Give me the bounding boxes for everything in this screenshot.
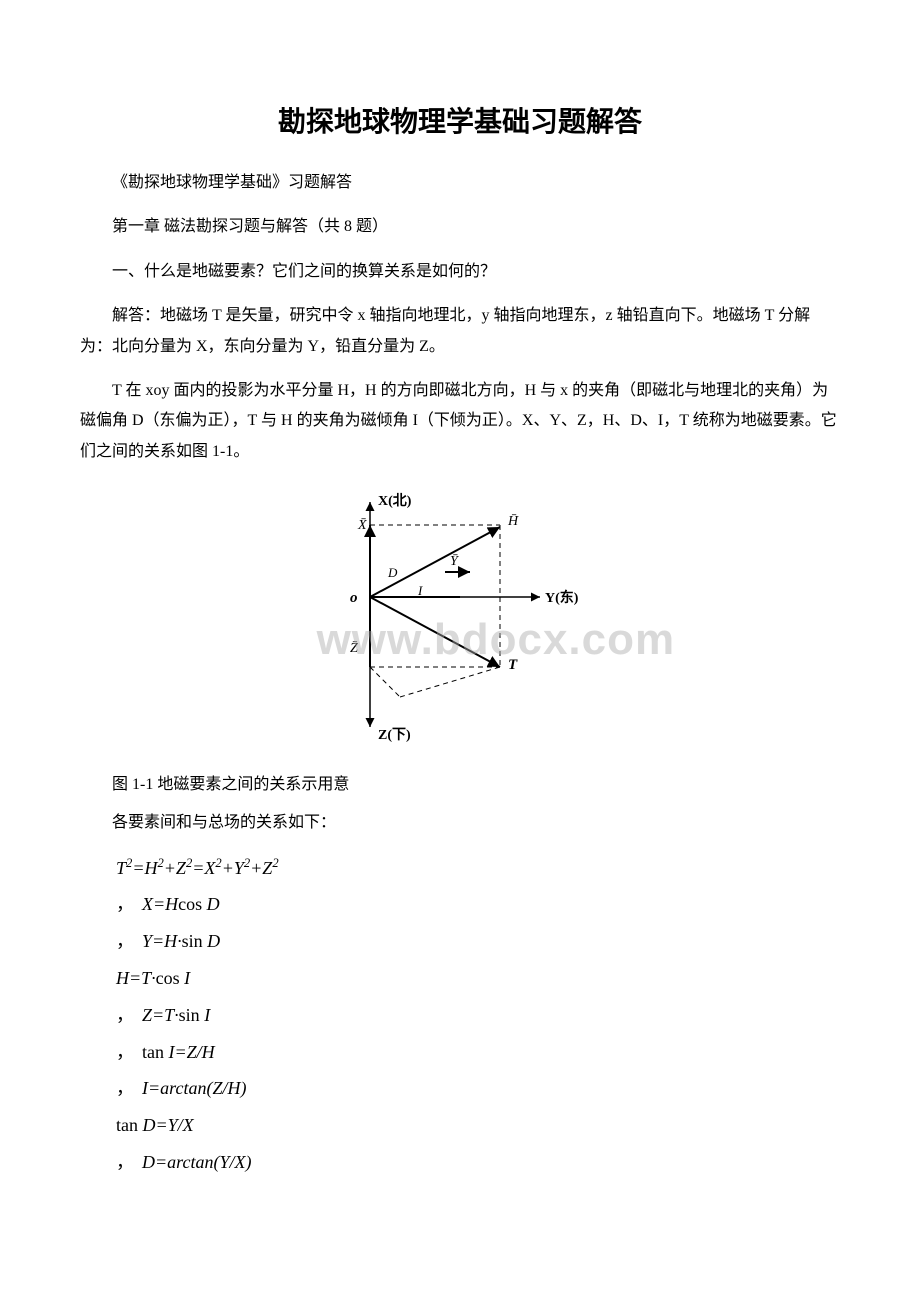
page-title: 勘探地球物理学基础习题解答 [80,100,840,140]
paragraph-4: 解答：地磁场 T 是矢量，研究中令 x 轴指向地理北，y 轴指向地理东，z 轴铅… [80,301,840,362]
formula-9: ，D=arctan(Y/X) [116,1148,840,1177]
svg-text:T: T [508,657,518,673]
paragraph-2: 第一章 磁法勘探习题与解答（共 8 题） [80,212,840,242]
svg-text:H̄: H̄ [507,514,519,529]
geomagnetic-diagram: X̄ H̄ Ȳ Z̄ T D I X(北) Y(东) Z(下) o [310,487,610,747]
relations-intro: 各要素间和与总场的关系如下： [80,808,840,838]
axis-y-label: Y(东) [545,589,579,606]
formula-2: ，X=Hcos D [116,890,840,919]
svg-text:Ȳ: Ȳ [450,553,460,569]
formula-5: ，Z=T·sin I [116,1001,840,1030]
diagram-container: X̄ H̄ Ȳ Z̄ T D I X(北) Y(东) Z(下) o www.bd… [80,487,840,752]
svg-text:o: o [350,590,358,606]
paragraph-5: T 在 xoy 面内的投影为水平分量 H，H 的方向即磁北方向，H 与 x 的夹… [80,376,840,467]
formula-6: ，tan I=Z/H [116,1038,840,1067]
paragraph-3: 一、什么是地磁要素？它们之间的换算关系是如何的？ [80,257,840,287]
svg-text:D: D [387,565,398,580]
formula-4: H=T·cos I [116,964,840,993]
svg-text:X̄: X̄ [357,518,367,533]
axis-x-label: X(北) [378,493,412,509]
figure-caption: 图 1-1 地磁要素之间的关系示用意 [80,770,840,794]
paragraph-1: 《勘探地球物理学基础》习题解答 [80,168,840,198]
svg-text:Z̄: Z̄ [350,641,358,656]
formula-8: tan D=Y/X [116,1111,840,1140]
formula-3: ，Y=H·sin D [116,927,840,956]
svg-text:I: I [417,583,423,598]
axis-z-label: Z(下) [378,727,411,743]
formula-7: ，I=arctan(Z/H) [116,1074,840,1103]
formula-1: T2=H2+Z2=X2+Y2+Z2 [116,853,840,883]
